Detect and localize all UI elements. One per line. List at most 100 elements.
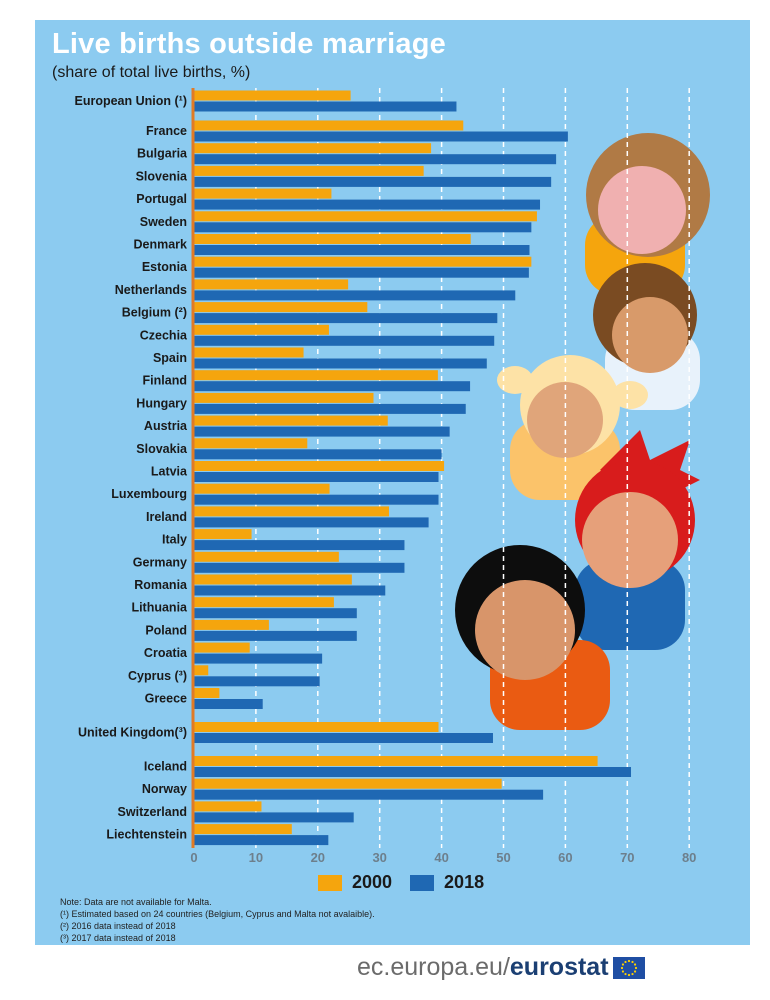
bar-2018	[194, 585, 386, 596]
bar-2018	[194, 358, 487, 369]
bar-2018	[194, 472, 439, 482]
children-illustration	[455, 133, 710, 730]
bar-2000	[194, 551, 339, 562]
category-label: Greece	[145, 692, 187, 706]
category-label: Portugal	[136, 192, 187, 206]
bar-2000	[194, 120, 464, 131]
bar-2000	[194, 756, 598, 766]
bar-2000	[194, 483, 330, 494]
child-figure-4	[575, 430, 700, 650]
bar-2018	[194, 199, 541, 210]
category-label: Romania	[134, 578, 188, 592]
bar-2000	[194, 597, 334, 608]
bar-2018	[194, 630, 357, 641]
bar-2018	[194, 789, 544, 800]
bar-2018	[194, 154, 557, 165]
category-label: Estonia	[142, 260, 188, 274]
bar-2000	[194, 370, 438, 381]
bar-2018	[194, 335, 495, 346]
child-figure-5	[455, 545, 610, 730]
bar-2000	[194, 574, 352, 585]
legend-swatch-2000	[318, 874, 342, 891]
bar-2000	[194, 665, 209, 676]
bar-2000	[194, 279, 349, 290]
chart-legend: 2000 2018	[318, 872, 484, 893]
bar-2018	[194, 608, 357, 619]
bar-2000	[194, 415, 388, 426]
x-tick-label: 50	[496, 850, 510, 865]
category-label: France	[146, 124, 187, 138]
bar-2018	[194, 699, 263, 709]
note-malta: Note: Data are not available for Malta.	[60, 897, 212, 907]
category-label: Cyprus (³)	[128, 669, 187, 683]
legend-swatch-2018	[410, 874, 435, 891]
category-label: Bulgaria	[137, 147, 188, 161]
category-label: Switzerland	[118, 805, 187, 819]
category-label: Finland	[143, 374, 187, 388]
bar-2018	[194, 313, 498, 324]
x-tick-label: 40	[434, 850, 448, 865]
bar-2018	[194, 562, 405, 573]
bar-2018	[194, 267, 529, 278]
bar-2018	[194, 245, 530, 255]
bar-2000	[194, 438, 308, 449]
bar-2000	[194, 778, 502, 789]
bar-2000	[194, 143, 432, 154]
bar-2018	[194, 653, 323, 664]
bar-2000	[194, 461, 445, 471]
category-label: Poland	[145, 623, 187, 637]
bar-2018	[194, 101, 457, 112]
category-label: Croatia	[144, 646, 188, 660]
category-label: Lithuania	[131, 601, 188, 615]
bar-2018	[194, 449, 442, 460]
x-tick-label: 70	[620, 850, 634, 865]
category-label: Germany	[133, 555, 187, 569]
bar-2000	[194, 234, 471, 244]
bar-2000	[194, 347, 304, 358]
bar-2000	[194, 165, 424, 176]
bar-2000	[194, 188, 332, 199]
category-label: Spain	[153, 351, 187, 365]
bar-2018	[194, 812, 354, 823]
bar-2018	[194, 676, 320, 687]
bar-2000	[194, 256, 532, 267]
eu-flag-icon	[612, 956, 645, 979]
bar-2018	[194, 222, 532, 233]
bar-2018	[194, 517, 429, 528]
chart-subtitle: (share of total live births, %)	[52, 64, 251, 81]
category-label: Latvia	[151, 465, 188, 479]
legend-label-2000: 2000	[352, 872, 393, 892]
bar-2018	[194, 403, 466, 414]
x-tick-label: 10	[249, 850, 263, 865]
bar-2000	[194, 392, 374, 403]
category-label: Sweden	[140, 215, 187, 229]
bar-2018	[194, 540, 405, 551]
bar-2000	[194, 722, 439, 732]
footer-domain: ec.europa.eu/	[357, 953, 510, 981]
bar-2000	[194, 801, 262, 812]
x-tick-label: 20	[311, 850, 325, 865]
x-tick-label: 30	[372, 850, 386, 865]
bar-2018	[194, 733, 493, 743]
bar-2000	[194, 642, 250, 653]
footnotes: Note: Data are not available for Malta. …	[60, 896, 375, 944]
bar-2000	[194, 619, 269, 630]
bar-2018	[194, 835, 329, 846]
category-label: Denmark	[134, 238, 188, 252]
category-label: Netherlands	[115, 283, 187, 297]
bar-2000	[194, 211, 537, 222]
bar-2000	[194, 529, 252, 540]
x-tick-label: 60	[558, 850, 572, 865]
child-figure-3	[497, 355, 648, 500]
bar-2018	[194, 381, 471, 392]
child-figure-1	[585, 133, 710, 295]
footer-brand: eurostat	[509, 953, 609, 981]
category-label: Hungary	[136, 396, 187, 410]
bar-2000	[194, 90, 351, 101]
bar-2000	[194, 688, 220, 698]
note-2: (²) 2016 data instead of 2018	[60, 921, 176, 931]
note-1: (¹) Estimated based on 24 countries (Bel…	[60, 909, 375, 919]
category-label: Iceland	[144, 760, 187, 774]
bar-2018	[194, 426, 450, 437]
category-label: Norway	[142, 782, 187, 796]
